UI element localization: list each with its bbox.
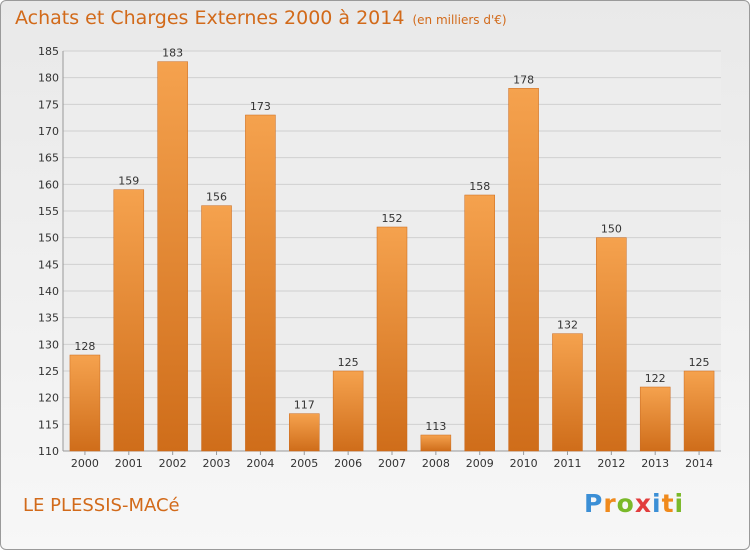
y-tick-label: 155	[38, 205, 59, 218]
bar-2006	[332, 370, 364, 452]
y-tick-label: 160	[38, 178, 59, 191]
x-tick-label-2005: 2005	[290, 457, 318, 470]
bar-2013	[639, 386, 671, 452]
bar-2009	[464, 194, 495, 452]
logo-letter: t	[661, 489, 675, 518]
bar-2010	[508, 88, 539, 452]
bar-2005	[289, 413, 320, 452]
x-tick-label-2003: 2003	[203, 457, 231, 470]
logo-letter: i	[674, 489, 685, 518]
x-tick-label-2001: 2001	[115, 457, 143, 470]
y-tick-label: 110	[38, 445, 59, 458]
x-tick-label-2006: 2006	[334, 457, 362, 470]
logo-letter: P	[584, 489, 604, 518]
x-tick-label-2008: 2008	[422, 457, 450, 470]
data-label-2007: 152	[382, 212, 403, 225]
bar-2011	[552, 333, 583, 452]
logo-letter: r	[603, 489, 617, 518]
x-tick-label-2009: 2009	[466, 457, 494, 470]
y-tick-label: 140	[38, 285, 59, 298]
bar-2003	[201, 205, 232, 452]
city-name: LE PLESSIS-MACé	[23, 495, 180, 516]
y-tick-label: 165	[38, 152, 59, 165]
y-tick-label: 135	[38, 312, 59, 325]
bar-2012	[596, 237, 627, 452]
proxiti-logo: Proxiti	[584, 489, 684, 518]
data-label-2011: 132	[557, 319, 578, 332]
data-label-2005: 117	[294, 399, 315, 412]
x-tick-label-2012: 2012	[597, 457, 625, 470]
bar-2000	[69, 354, 101, 452]
data-label-2008: 113	[425, 420, 446, 433]
bar-2007	[376, 226, 408, 452]
logo-letter: x	[634, 489, 652, 518]
data-label-2010: 178	[513, 73, 534, 86]
data-label-2001: 159	[118, 175, 139, 188]
logo-letter: o	[616, 489, 635, 518]
bar-2001	[113, 189, 145, 452]
y-tick-label: 170	[38, 125, 59, 138]
data-label-2000: 128	[74, 340, 95, 353]
bar-2014	[683, 370, 715, 452]
data-label-2013: 122	[645, 372, 666, 385]
bar-2004	[245, 114, 276, 452]
y-tick-label: 180	[38, 72, 59, 85]
title-text: Achats et Charges Externes 2000 à 2014	[15, 7, 405, 29]
x-tick-label-2010: 2010	[510, 457, 538, 470]
data-label-2009: 158	[469, 180, 490, 193]
x-tick-label-2013: 2013	[641, 457, 669, 470]
y-tick-label: 185	[38, 45, 59, 58]
x-tick-label-2011: 2011	[553, 457, 581, 470]
data-label-2002: 183	[162, 47, 183, 60]
data-label-2003: 156	[206, 191, 227, 204]
x-tick-label-2000: 2000	[71, 457, 99, 470]
x-tick-label-2002: 2002	[159, 457, 187, 470]
data-label-2012: 150	[601, 223, 622, 236]
data-label-2014: 125	[689, 356, 710, 369]
bar-2002	[157, 61, 188, 452]
data-label-2006: 125	[338, 356, 359, 369]
bar-2008	[420, 434, 452, 452]
data-label-2004: 173	[250, 100, 271, 113]
title-unit: (en milliers d'€)	[412, 13, 507, 27]
y-tick-label: 130	[38, 338, 59, 351]
logo-letter: i	[652, 489, 662, 518]
x-tick-label-2007: 2007	[378, 457, 406, 470]
x-tick-label-2004: 2004	[246, 457, 274, 470]
y-tick-label: 145	[38, 258, 59, 271]
y-tick-label: 125	[38, 365, 59, 378]
x-tick-label-2014: 2014	[685, 457, 713, 470]
y-tick-label: 175	[38, 98, 59, 111]
y-tick-label: 115	[38, 418, 59, 431]
chart-title: Achats et Charges Externes 2000 à 2014 (e…	[15, 7, 507, 29]
y-tick-label: 150	[38, 232, 59, 245]
y-tick-label: 120	[38, 392, 59, 405]
